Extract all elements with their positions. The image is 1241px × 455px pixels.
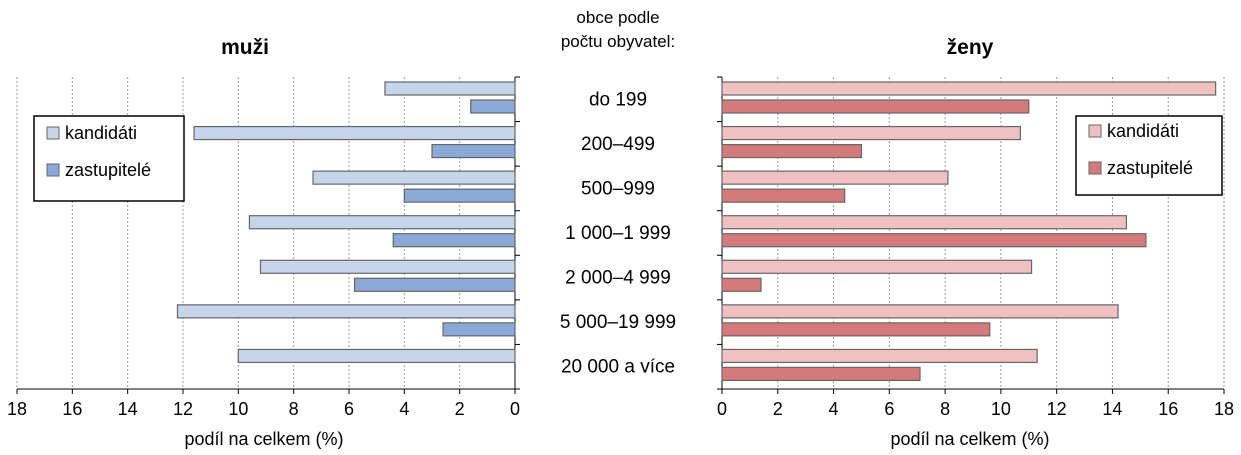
women-candidates-bar [721, 125, 1022, 141]
men-x-axis-label: podíl na celkem (%) [184, 429, 343, 449]
category-label: 200–499 [581, 134, 655, 155]
women-candidates-bar [721, 348, 1038, 364]
men-x-tick-label: 16 [62, 399, 82, 419]
women-x-tick-label: 14 [1102, 399, 1122, 419]
women-candidates-bar [721, 259, 1033, 274]
men-x-tick-label: 4 [399, 399, 409, 419]
men-candidates-bar [237, 348, 516, 364]
category-label: 5 000–19 999 [560, 312, 676, 333]
women-x-tick-label: 4 [829, 399, 839, 419]
center-heading-line2: počtu obyvatel: [561, 32, 675, 51]
category-label: do 199 [589, 89, 647, 110]
women-representatives-bar [721, 188, 846, 203]
women-legend-swatch-representatives [1088, 161, 1102, 175]
women-chart-title: ženy [947, 36, 994, 59]
women-x-tick-label: 12 [1047, 399, 1067, 419]
men-candidates-bar [193, 125, 516, 141]
men-candidates-bar [384, 81, 516, 96]
women-representatives-bar [721, 277, 762, 292]
women-x-tick-label: 18 [1214, 399, 1234, 419]
men-candidates-bar [312, 170, 516, 185]
category-label: 500–999 [581, 178, 655, 199]
women-x-tick-label: 0 [717, 399, 727, 419]
men-representatives-bar [353, 277, 516, 292]
men-x-tick-label: 0 [510, 399, 520, 419]
women-x-tick-label: 8 [940, 399, 950, 419]
center-heading-line1: obce podle [576, 8, 659, 27]
women-representatives-bar [721, 99, 1030, 114]
women-x-tick-label: 2 [773, 399, 783, 419]
men-legend-label-candidates: kandidáti [65, 123, 137, 143]
men-representatives-bar [403, 188, 516, 203]
women-legend-swatch-candidates [1088, 124, 1102, 138]
men-legend-swatch-representatives [46, 163, 60, 177]
women-x-tick-label: 10 [991, 399, 1011, 419]
men-representatives-bar [470, 99, 516, 114]
women-legend-label-candidates: kandidáti [1107, 121, 1179, 141]
category-label: 1 000–1 999 [565, 223, 671, 244]
men-representatives-bar [392, 233, 516, 248]
category-label: 2 000–4 999 [565, 268, 671, 289]
women-candidates-bar [721, 81, 1217, 96]
men-x-tick-label: 10 [228, 399, 248, 419]
women-candidates-bar [721, 215, 1127, 230]
men-x-tick-label: 2 [455, 399, 465, 419]
men-legend-label-representatives: zastupitelé [65, 160, 151, 180]
women-legend-label-representatives: zastupitelé [1107, 158, 1193, 178]
men-candidates-bar [248, 215, 516, 230]
men-x-tick-label: 8 [289, 399, 299, 419]
women-representatives-bar [721, 233, 1147, 248]
men-x-tick-label: 6 [344, 399, 354, 419]
men-candidates-bar [259, 259, 516, 274]
women-candidates-bar [721, 170, 949, 185]
men-candidates-bar [176, 304, 516, 319]
men-representatives-bar [431, 143, 516, 159]
women-representatives-bar [721, 322, 991, 337]
women-x-axis-label: podíl na celkem (%) [890, 429, 1049, 449]
women-representatives-bar [721, 366, 921, 382]
men-chart-title: muži [221, 36, 269, 59]
men-x-tick-label: 18 [7, 399, 27, 419]
women-x-tick-label: 16 [1158, 399, 1178, 419]
women-x-tick-label: 6 [884, 399, 894, 419]
men-legend-swatch-candidates [46, 126, 60, 140]
men-representatives-bar [442, 322, 516, 337]
women-candidates-bar [721, 304, 1119, 319]
women-representatives-bar [721, 143, 863, 159]
men-x-tick-label: 12 [173, 399, 193, 419]
category-label: 20 000 a více [561, 357, 675, 378]
men-x-tick-label: 14 [118, 399, 138, 419]
